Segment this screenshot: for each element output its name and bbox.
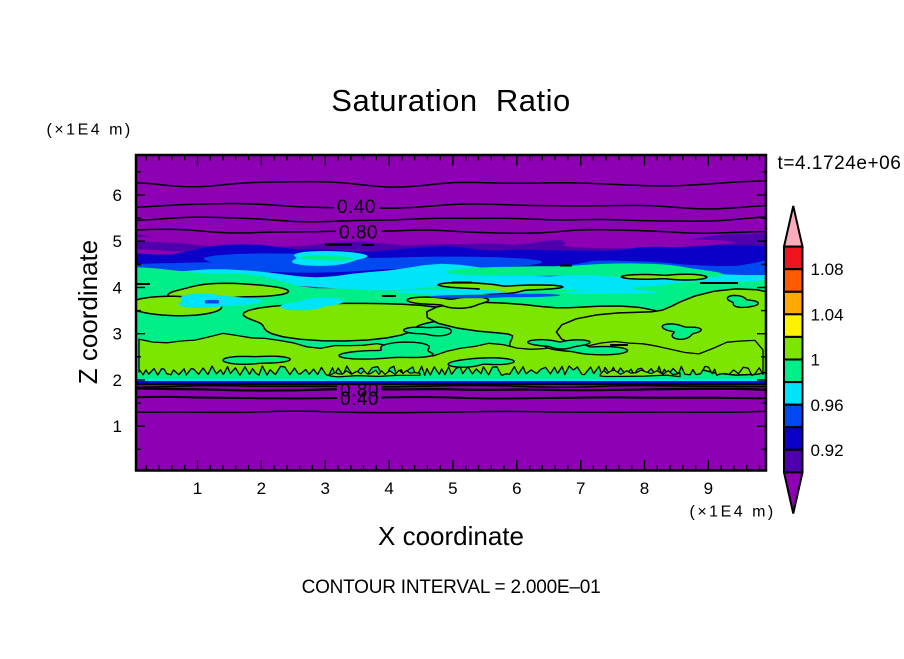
svg-text:6: 6 bbox=[113, 186, 122, 205]
svg-text:(×1E4 m): (×1E4 m) bbox=[690, 504, 776, 521]
svg-text:0.92: 0.92 bbox=[811, 441, 844, 460]
svg-text:5: 5 bbox=[448, 479, 457, 498]
svg-text:4: 4 bbox=[384, 479, 393, 498]
svg-text:2: 2 bbox=[257, 479, 266, 498]
svg-text:CONTOUR INTERVAL = 2.000E–01: CONTOUR INTERVAL = 2.000E–01 bbox=[302, 577, 601, 598]
svg-text:1: 1 bbox=[193, 479, 202, 498]
svg-text:7: 7 bbox=[576, 479, 585, 498]
svg-text:0.40: 0.40 bbox=[340, 389, 379, 410]
svg-text:1.08: 1.08 bbox=[811, 260, 844, 279]
svg-text:0.80: 0.80 bbox=[339, 223, 378, 244]
svg-text:5: 5 bbox=[113, 232, 122, 251]
svg-text:(×1E4 m): (×1E4 m) bbox=[47, 122, 133, 139]
svg-text:8: 8 bbox=[640, 479, 649, 498]
svg-text:Z coordinate: Z coordinate bbox=[73, 240, 103, 385]
svg-text:4: 4 bbox=[113, 279, 122, 298]
svg-text:Saturation Ratio: Saturation Ratio bbox=[331, 83, 570, 118]
svg-text:2: 2 bbox=[113, 371, 122, 390]
svg-text:3: 3 bbox=[320, 479, 329, 498]
svg-text:3: 3 bbox=[113, 325, 122, 344]
svg-text:6: 6 bbox=[512, 479, 521, 498]
svg-text:t=4.1724e+06: t=4.1724e+06 bbox=[778, 153, 902, 174]
svg-text:1: 1 bbox=[113, 417, 122, 436]
svg-text:9: 9 bbox=[704, 479, 713, 498]
svg-text:0.40: 0.40 bbox=[337, 197, 376, 218]
svg-text:X coordinate: X coordinate bbox=[378, 521, 524, 551]
svg-text:1: 1 bbox=[811, 351, 820, 370]
svg-text:0.96: 0.96 bbox=[811, 396, 844, 415]
svg-text:0.80: 0.80 bbox=[340, 380, 379, 401]
svg-text:1.04: 1.04 bbox=[811, 305, 844, 324]
